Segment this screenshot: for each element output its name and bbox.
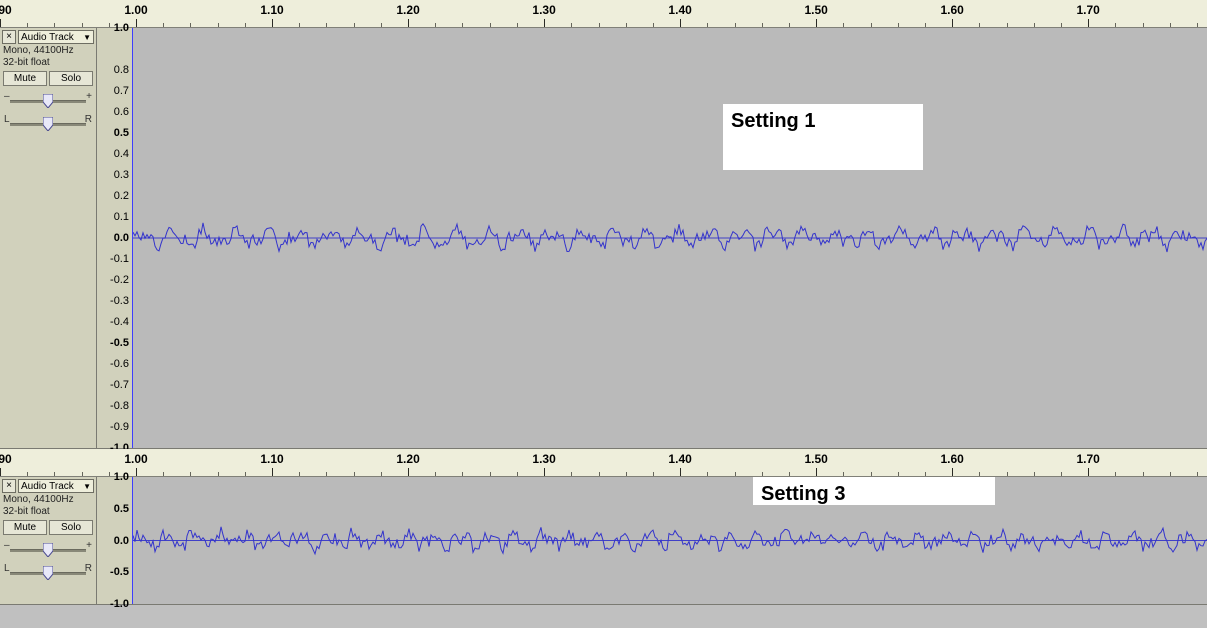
amp-tick-label: -0.8 xyxy=(110,400,129,412)
chevron-down-icon: ▼ xyxy=(83,482,91,491)
setting-overlay-label: Setting 1 xyxy=(723,104,923,170)
amp-tick-label: -0.9 xyxy=(110,421,129,433)
track-control-panel: × Audio Track ▼ Mono, 44100Hz32-bit float Mu… xyxy=(0,477,97,604)
amp-tick-label: 1.0 xyxy=(114,471,129,483)
amplitude-scale[interactable]: 1.00.80.70.60.50.40.30.20.10.0-0.1-0.2-0… xyxy=(97,28,133,448)
ruler-tick-label: 1.00 xyxy=(124,3,147,17)
ruler-tick-label: 1.60 xyxy=(940,3,963,17)
track-name-label: Audio Track xyxy=(21,32,74,43)
ruler-tick-label: 1.30 xyxy=(532,452,555,466)
timeline-ruler[interactable]: 0.90 1.00 1.10 1.20 1.30 1.40 1.50 1.60 1.70 xyxy=(0,449,1207,477)
chevron-down-icon: ▼ xyxy=(83,33,91,42)
waveform-display[interactable]: Setting 1 xyxy=(133,28,1207,448)
ruler-tick-label: 1.30 xyxy=(532,3,555,17)
timeline-ruler[interactable]: 0.90 1.00 1.10 1.20 1.30 1.40 1.50 1.60 1.70 xyxy=(0,0,1207,28)
ruler-tick-label: 1.00 xyxy=(124,452,147,466)
ruler-tick-label: 1.60 xyxy=(940,452,963,466)
ruler-tick-label: 1.50 xyxy=(804,3,827,17)
pan-slider[interactable]: LR xyxy=(4,114,92,134)
amp-tick-label: 0.7 xyxy=(114,85,129,97)
amp-tick-label: -0.1 xyxy=(110,253,129,265)
ruler-tick-label: 1.70 xyxy=(1076,3,1099,17)
track-name-label: Audio Track xyxy=(21,481,74,492)
ruler-tick-label: 1.50 xyxy=(804,452,827,466)
amp-tick-label: 0.0 xyxy=(114,535,129,547)
amp-tick-label: -0.7 xyxy=(110,379,129,391)
ruler-tick-label: 1.20 xyxy=(396,452,419,466)
amp-tick-label: -1.0 xyxy=(110,598,129,610)
amp-tick-label: -0.2 xyxy=(110,274,129,286)
amp-tick-label: -0.5 xyxy=(110,566,129,578)
amplitude-scale[interactable]: 1.00.50.0-0.5-1.0 xyxy=(97,477,133,604)
amp-tick-label: 0.2 xyxy=(114,190,129,202)
amp-tick-label: 0.1 xyxy=(114,211,129,223)
mute-button[interactable]: Mute xyxy=(3,71,47,86)
amp-tick-label: 0.5 xyxy=(114,127,129,139)
ruler-tick-label: 1.40 xyxy=(668,3,691,17)
ruler-tick-label: 1.20 xyxy=(396,3,419,17)
amp-tick-label: 0.0 xyxy=(114,232,129,244)
amp-tick-label: 1.0 xyxy=(114,22,129,34)
track-menu-dropdown[interactable]: Audio Track ▼ xyxy=(18,479,94,493)
mute-button[interactable]: Mute xyxy=(3,520,47,535)
gain-slider[interactable]: –+ xyxy=(4,540,92,560)
track-close-button[interactable]: × xyxy=(2,479,16,493)
setting-overlay-label: Setting 3 xyxy=(753,477,995,505)
amp-tick-label: 0.5 xyxy=(114,503,129,515)
track-format-info: Mono, 44100Hz32-bit float xyxy=(0,45,96,69)
solo-button[interactable]: Solo xyxy=(49,520,93,535)
amp-tick-label: -0.3 xyxy=(110,295,129,307)
amp-tick-label: -0.5 xyxy=(110,337,129,349)
ruler-tick-label: 1.10 xyxy=(260,3,283,17)
amp-tick-label: -0.4 xyxy=(110,316,129,328)
amp-tick-label: 0.6 xyxy=(114,106,129,118)
track-menu-dropdown[interactable]: Audio Track ▼ xyxy=(18,30,94,44)
track-control-panel: × Audio Track ▼ Mono, 44100Hz32-bit float Mu… xyxy=(0,28,97,448)
ruler-tick-label: 0.90 xyxy=(0,452,12,466)
amp-tick-label: 0.3 xyxy=(114,169,129,181)
track-format-info: Mono, 44100Hz32-bit float xyxy=(0,494,96,518)
audio-track: × Audio Track ▼ Mono, 44100Hz32-bit float Mu… xyxy=(0,28,1207,449)
waveform-display[interactable]: Setting 3 xyxy=(133,477,1207,604)
solo-button[interactable]: Solo xyxy=(49,71,93,86)
audio-track: × Audio Track ▼ Mono, 44100Hz32-bit float Mu… xyxy=(0,477,1207,605)
amp-tick-label: -0.6 xyxy=(110,358,129,370)
amp-tick-label: 0.8 xyxy=(114,64,129,76)
ruler-tick-label: 1.10 xyxy=(260,452,283,466)
ruler-tick-label: 1.70 xyxy=(1076,452,1099,466)
ruler-tick-label: 1.40 xyxy=(668,452,691,466)
pan-slider[interactable]: LR xyxy=(4,563,92,583)
ruler-tick-label: 0.90 xyxy=(0,3,12,17)
track-close-button[interactable]: × xyxy=(2,30,16,44)
gain-slider[interactable]: –+ xyxy=(4,91,92,111)
amp-tick-label: 0.4 xyxy=(114,148,129,160)
